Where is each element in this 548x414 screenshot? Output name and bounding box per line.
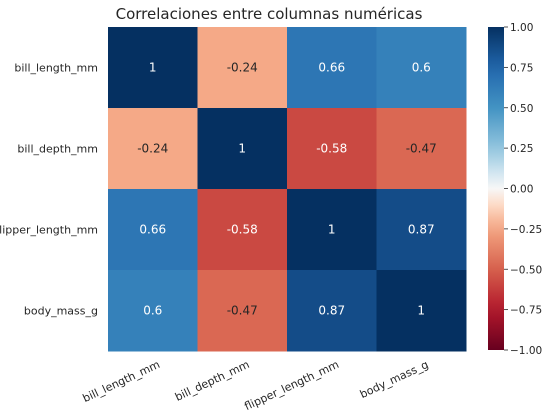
colorbar-tick-label: −0.50 <box>510 264 542 276</box>
cell-annotation: 0.66 <box>318 61 345 75</box>
cell-annotation: -0.24 <box>137 142 168 156</box>
colorbar-tick-label: −1.00 <box>510 345 542 357</box>
cell-annotation: 1 <box>238 142 246 156</box>
cell-annotation: 1 <box>328 223 336 237</box>
heatmap-cell <box>197 108 288 190</box>
heatmap-cell <box>108 189 198 271</box>
heatmap-cell <box>287 108 377 190</box>
row-label: bill_depth_mm <box>17 143 98 156</box>
heatmap-cell <box>376 270 467 352</box>
heatmap-cells: 1 -0.24 0.66 0.6 -0.24 1 -0.58 -0.47 0.66 -0.58 1 0… <box>108 27 467 352</box>
heatmap-cell <box>376 189 467 271</box>
colorbar-tick-label: −0.25 <box>510 224 542 236</box>
colorbar-tick-label: 0.00 <box>510 184 533 196</box>
heatmap-cell <box>197 27 288 109</box>
cell-annotation: 0.87 <box>408 223 435 237</box>
colorbar-tick-label: 0.75 <box>510 62 533 74</box>
cell-annotation: -0.24 <box>227 61 258 75</box>
colorbar-gradient <box>488 27 504 350</box>
colorbar: 1.00 0.75 0.50 0.25 0.00 −0.25 −0.50 −0.75 −1.00 <box>488 22 542 357</box>
column-label: bill_length_mm <box>81 358 162 405</box>
heatmap-cell <box>108 27 198 109</box>
row-label: body_mass_g <box>24 305 98 318</box>
heatmap-cell <box>376 27 467 109</box>
colorbar-tick-label: 1.00 <box>510 22 533 34</box>
cell-annotation: -0.47 <box>227 304 258 318</box>
cell-annotation: -0.47 <box>406 142 437 156</box>
cell-annotation: 0.6 <box>143 304 162 318</box>
heatmap-cell <box>108 108 198 190</box>
cell-annotation: 0.87 <box>318 304 345 318</box>
row-labels: bill_length_mm bill_depth_mm flipper_lengt… <box>0 62 98 318</box>
column-labels: bill_length_mm bill_depth_mmflipper_lengt… <box>81 358 431 413</box>
heatmap-cell <box>287 270 377 352</box>
row-label: bill_length_mm <box>14 62 98 75</box>
chart-title: Correlaciones entre columnas numéricas <box>116 5 423 23</box>
cell-annotation: -0.58 <box>227 223 258 237</box>
cell-annotation: 0.66 <box>139 223 166 237</box>
colorbar-tick-label: 0.25 <box>510 143 533 155</box>
heatmap-cell <box>376 108 467 190</box>
heatmap-cell <box>287 189 377 271</box>
heatmap-cell <box>197 270 288 352</box>
column-label: body_mass_g <box>358 358 431 401</box>
cell-annotation: 1 <box>417 304 425 318</box>
cell-annotation: 1 <box>149 61 157 75</box>
cell-annotation: 0.6 <box>412 61 431 75</box>
colorbar-tick-label: −0.75 <box>510 305 542 317</box>
heatmap-cell <box>108 270 198 352</box>
column-label: bill_depth_mm <box>173 358 252 404</box>
cell-annotation: -0.58 <box>316 142 347 156</box>
colorbar-tick-label: 0.50 <box>510 103 533 115</box>
heatmap-cell <box>287 27 377 109</box>
column-label: flipper_length_mm <box>242 358 341 413</box>
heatmap-cell <box>197 189 288 271</box>
row-label: flipper_length_mm <box>0 224 98 237</box>
